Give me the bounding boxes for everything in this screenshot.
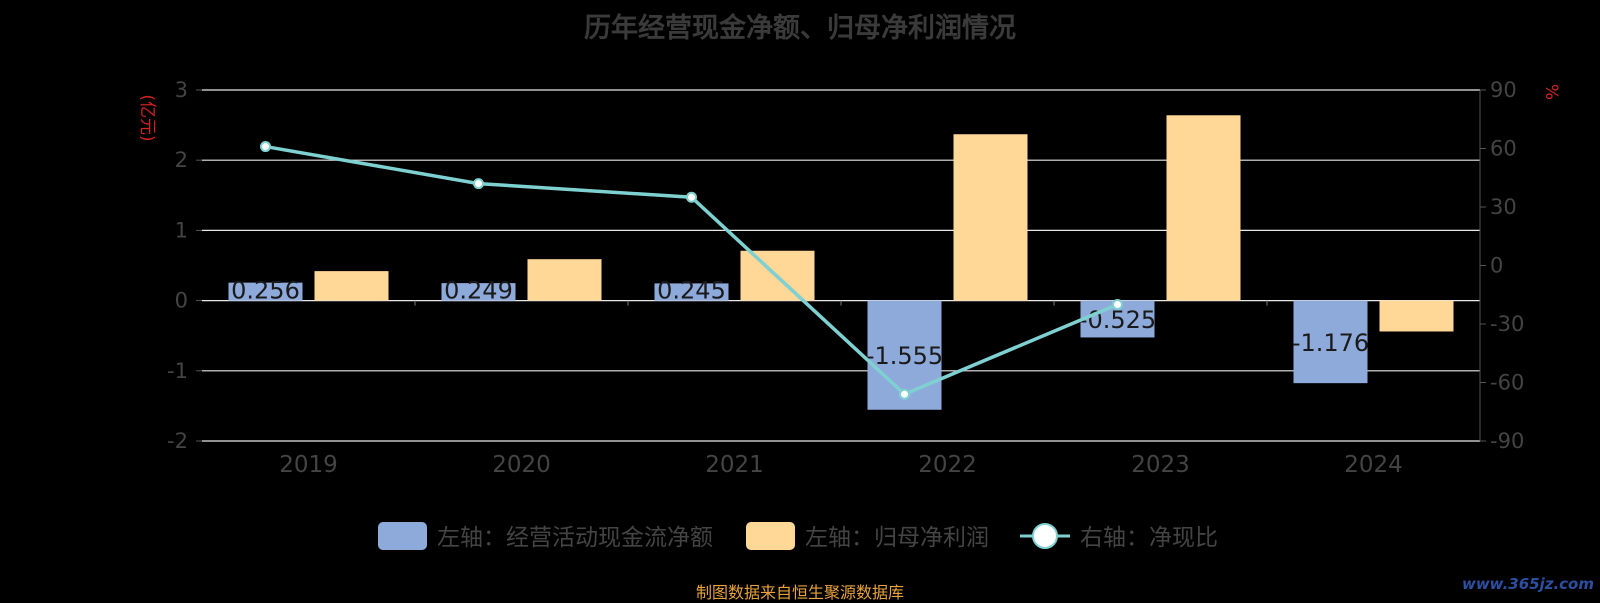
right-axis-unit: %: [1541, 84, 1561, 100]
bar-cash-flow: [441, 283, 516, 301]
left-tick-label: 3: [175, 78, 188, 102]
data-label: 0.249: [444, 277, 513, 305]
bar-cash-flow: [1293, 300, 1368, 384]
ratio-point: [1112, 299, 1123, 310]
left-tick-label: 1: [175, 218, 188, 242]
right-tick-label: 0: [1490, 254, 1503, 278]
left-tick-label: 0: [175, 289, 188, 313]
left-axis-unit: (亿元): [137, 94, 157, 141]
legend-label: 左轴：经营活动现金流净额: [437, 525, 713, 551]
ratio-point: [686, 191, 697, 203]
bar-net-profit: [953, 134, 1028, 301]
data-labels: 0.256 0.249 0.245 -1.555 -0.525 -1.176: [231, 277, 1369, 371]
data-label: 0.256: [231, 277, 300, 305]
axes: -2 -1 0 1 2 3 -90 -60 -30 0 30 60 90 (亿元)% 2019 2020 202…: [137, 78, 1561, 478]
data-label: -0.525: [1079, 306, 1156, 334]
bar-net-profit: [527, 259, 602, 301]
ratio-point: [260, 141, 271, 153]
bar-net-profit: [314, 271, 389, 301]
data-label: -1.176: [1292, 329, 1369, 357]
data-label: -1.555: [866, 342, 943, 370]
legend-swatch: [746, 522, 795, 550]
left-tick-label: 2: [175, 148, 188, 172]
right-tick-label: -90: [1490, 429, 1524, 453]
right-tick-label: 30: [1490, 195, 1517, 219]
legend-swatch: [378, 522, 427, 550]
left-tick-label: -1: [167, 359, 188, 383]
category-label: 2023: [1131, 452, 1190, 478]
watermark: www.365jz.com: [1461, 575, 1594, 593]
right-tick-label: -30: [1490, 312, 1524, 336]
bar-net-profit: [1379, 300, 1454, 332]
category-label: 2021: [705, 452, 764, 478]
right-tick-label: 60: [1490, 137, 1517, 161]
category-label: 2020: [492, 452, 551, 478]
left-tick-label: -2: [167, 429, 188, 453]
right-tick-label: -60: [1490, 371, 1524, 395]
category-label: 2024: [1344, 452, 1403, 478]
chart-title: 历年经营现金净额、归母净利润情况: [584, 13, 1016, 44]
right-tick-label: 90: [1490, 78, 1517, 102]
ratio-point: [899, 388, 910, 400]
bar-cash-flow: [654, 283, 729, 301]
legend-marker: [1032, 523, 1058, 549]
legend-label: 左轴：归母净利润: [805, 525, 989, 551]
bars: [228, 115, 1454, 410]
bar-cash-flow: [228, 282, 303, 301]
data-source: 制图数据来自恒生聚源数据库: [695, 583, 904, 602]
ratio-line: [260, 141, 1123, 400]
category-label: 2022: [918, 452, 977, 478]
bar-net-profit: [1166, 115, 1241, 301]
legend-label: 右轴：净现比: [1080, 525, 1218, 551]
ratio-point: [473, 178, 484, 190]
grid-lines: [202, 89, 1480, 442]
legend: 左轴：经营活动现金流净额 左轴：归母净利润 右轴：净现比: [378, 522, 1218, 551]
data-label: 0.245: [657, 277, 726, 305]
category-label: 2019: [279, 452, 338, 478]
